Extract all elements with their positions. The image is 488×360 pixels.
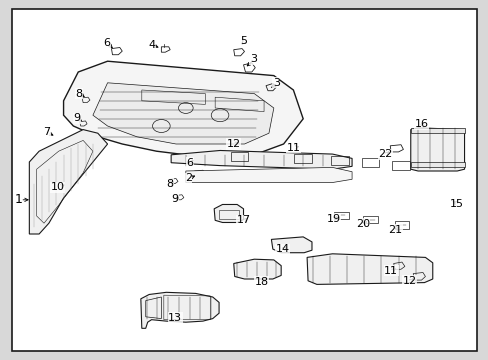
Text: 12: 12 [226, 139, 240, 149]
Text: 3: 3 [272, 78, 279, 88]
Text: 21: 21 [387, 225, 401, 235]
Text: 16: 16 [414, 119, 427, 129]
Polygon shape [306, 254, 432, 284]
Polygon shape [271, 237, 311, 253]
Text: 8: 8 [166, 179, 173, 189]
Text: 9: 9 [171, 194, 178, 204]
Text: 11: 11 [286, 143, 300, 153]
Text: 6: 6 [103, 38, 110, 48]
Polygon shape [185, 167, 351, 183]
Polygon shape [214, 204, 243, 222]
Text: 12: 12 [402, 276, 416, 286]
FancyBboxPatch shape [12, 9, 476, 351]
Text: 14: 14 [275, 244, 289, 254]
Polygon shape [141, 292, 219, 328]
Text: 1: 1 [15, 193, 22, 206]
Text: 8: 8 [76, 89, 82, 99]
Text: 15: 15 [449, 199, 463, 210]
Polygon shape [410, 162, 464, 167]
Text: 19: 19 [326, 214, 340, 224]
Text: 20: 20 [355, 219, 369, 229]
Text: 2: 2 [184, 173, 191, 183]
Polygon shape [410, 128, 464, 171]
Text: 7: 7 [43, 127, 50, 138]
Polygon shape [171, 150, 351, 169]
Text: 9: 9 [74, 113, 81, 123]
Text: 6: 6 [186, 158, 193, 168]
Text: 4: 4 [148, 40, 155, 50]
Text: 18: 18 [254, 276, 268, 287]
Polygon shape [63, 61, 303, 158]
Polygon shape [233, 259, 281, 279]
Polygon shape [29, 130, 107, 234]
Polygon shape [93, 83, 273, 144]
Text: 17: 17 [236, 215, 250, 225]
Text: 11: 11 [384, 266, 397, 276]
Text: 3: 3 [249, 54, 256, 64]
Text: 5: 5 [240, 36, 246, 46]
Polygon shape [410, 128, 464, 133]
Text: 10: 10 [51, 182, 64, 192]
Text: 13: 13 [168, 312, 182, 323]
Text: 22: 22 [377, 149, 392, 159]
